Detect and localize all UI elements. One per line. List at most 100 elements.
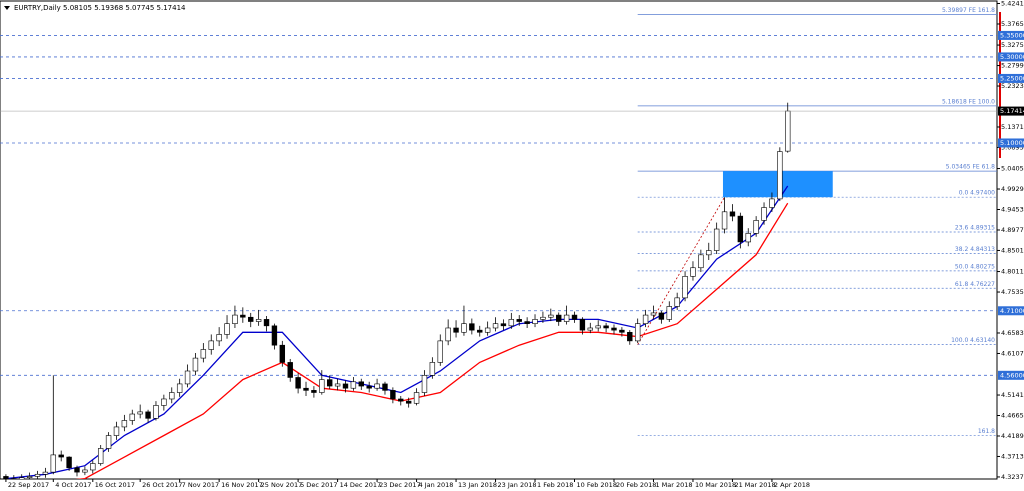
candle-body xyxy=(729,211,736,217)
candle-body xyxy=(342,383,349,389)
candle-body xyxy=(429,362,436,376)
candle-body xyxy=(445,327,451,342)
candle-body xyxy=(508,319,515,327)
candle-body xyxy=(737,215,744,243)
candle-body xyxy=(690,267,696,277)
y-tick-label: 4.89778 xyxy=(1001,226,1024,234)
x-tick-label: 25 Nov 2017 xyxy=(261,481,303,489)
candle-body xyxy=(82,469,88,473)
candle-body xyxy=(627,331,633,342)
y-tick-label: 5.23238 xyxy=(1001,82,1024,90)
candle-body xyxy=(34,473,41,477)
candle-body xyxy=(524,321,530,324)
x-tick-label: 10 Feb 2018 xyxy=(577,481,617,489)
level-tag xyxy=(998,370,1024,380)
candle-body xyxy=(303,387,309,391)
x-tick-label: 4 Oct 2017 xyxy=(55,481,91,489)
level-tag xyxy=(998,52,1024,62)
candle-body xyxy=(753,220,759,234)
fibo-label: 5.39897 FE 161.8 xyxy=(942,7,995,14)
candle-body xyxy=(113,426,120,436)
candle-body xyxy=(634,323,641,342)
candle-body xyxy=(334,383,341,387)
x-tick-label: 1 Mar 2018 xyxy=(655,481,692,489)
menu-arrow xyxy=(4,6,10,10)
x-tick-label: 4 Jan 2018 xyxy=(419,481,454,489)
level-label: 5.30000 xyxy=(1000,53,1024,61)
chart-title: EURTRY,Daily 5.08105 5.19368 5.07745 5.1… xyxy=(14,4,186,12)
candle-body xyxy=(595,325,601,329)
candle-body xyxy=(453,327,459,333)
x-tick-label: 14 Dec 2017 xyxy=(340,481,382,489)
candle-body xyxy=(97,448,104,464)
y-tick-label: 5.13718 xyxy=(1001,123,1024,131)
candle-body xyxy=(169,392,175,400)
candle-body xyxy=(556,314,562,322)
candle-body xyxy=(698,254,704,269)
candle-body xyxy=(311,390,317,393)
candle-body xyxy=(769,198,775,208)
y-tick-label: 4.32378 xyxy=(1001,473,1024,481)
x-tick-label: 2 Apr 2018 xyxy=(774,481,810,489)
candle-body xyxy=(366,385,372,389)
candle-body xyxy=(279,344,286,363)
candle-body xyxy=(682,276,688,299)
level-label: 4.71000 xyxy=(1000,307,1024,315)
plot-frame xyxy=(0,0,998,480)
candle-body xyxy=(50,454,57,473)
candle-body xyxy=(421,375,428,393)
candle-body xyxy=(413,392,420,404)
candle-body xyxy=(263,319,270,327)
candle-body xyxy=(224,323,230,335)
candle-body xyxy=(642,314,649,324)
candle-body xyxy=(706,250,712,256)
y-tick-label: 5.04058 xyxy=(1001,165,1024,173)
y-tick-label: 4.65838 xyxy=(1001,329,1024,337)
candle-body xyxy=(548,314,554,318)
candle-body xyxy=(74,467,80,473)
candle-body xyxy=(327,379,333,387)
current-price-tag xyxy=(998,106,1024,116)
candle-body xyxy=(295,377,301,389)
candle-body xyxy=(579,319,586,331)
candle-body xyxy=(3,476,9,479)
candle-body xyxy=(145,411,151,419)
x-tick-label: 10 Mar 2018 xyxy=(695,481,736,489)
y-tick-label: 4.46658 xyxy=(1001,412,1024,420)
candle-body xyxy=(587,327,594,331)
candle-body xyxy=(785,110,791,152)
candle-body xyxy=(184,370,191,385)
x-tick-label: 22 Sep 2017 xyxy=(8,481,49,489)
candle-body xyxy=(248,316,254,322)
candle-body xyxy=(398,398,404,402)
candle-body xyxy=(176,383,183,393)
level-tag xyxy=(998,73,1024,83)
candle-body xyxy=(350,381,357,389)
x-tick-label: 23 Dec 2017 xyxy=(379,481,421,489)
candle-body xyxy=(11,478,17,479)
candle-body xyxy=(358,381,364,387)
candle-body xyxy=(713,228,720,251)
fibo-label: 100.0 4.63140 xyxy=(951,337,995,344)
candle-body xyxy=(58,454,64,458)
y-tick-label: 4.75358 xyxy=(1001,288,1024,296)
level-label: 4.56000 xyxy=(1000,371,1024,379)
x-tick-label: 23 Jan 2018 xyxy=(498,481,537,489)
candle-body xyxy=(90,463,96,471)
candle-body xyxy=(484,327,491,333)
candle-body xyxy=(540,316,546,320)
candle-body xyxy=(208,340,214,350)
candle-body xyxy=(469,323,475,331)
y-tick-label: 4.80118 xyxy=(1001,268,1024,276)
candle-body xyxy=(240,314,246,318)
candle-body xyxy=(216,334,222,342)
candle-body xyxy=(492,323,499,329)
fibo-label: 23.6 4.89315 xyxy=(955,224,995,231)
candle-body xyxy=(374,383,380,389)
candle-body xyxy=(192,357,199,372)
level-tag xyxy=(998,30,1024,40)
x-tick-label: 16 Nov 2017 xyxy=(221,481,263,489)
candle-body xyxy=(319,379,325,393)
candle-body xyxy=(42,471,49,475)
